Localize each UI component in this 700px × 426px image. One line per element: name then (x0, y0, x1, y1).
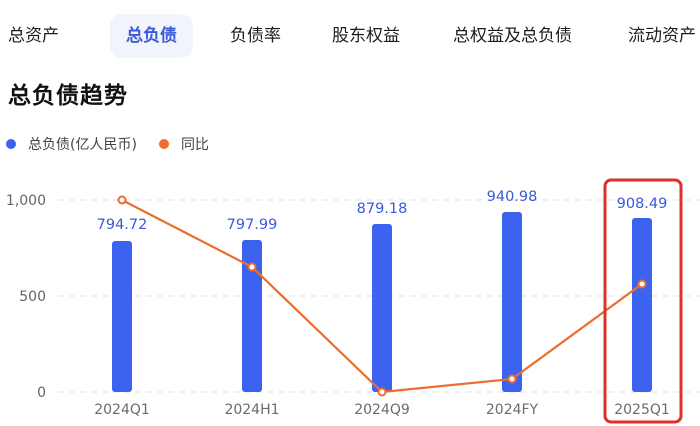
metric-tabs: 总资产 总负债 负债率 股东权益 总权益及总负债 流动资产 (0, 14, 700, 58)
value-label: 797.99 (227, 217, 278, 233)
bar[interactable] (632, 218, 652, 392)
section-title: 总负债趋势 (8, 83, 128, 109)
highlight-box (603, 178, 683, 424)
legend-label: 同比 (180, 137, 209, 153)
bar[interactable] (112, 241, 132, 392)
y-tick: 0 (37, 385, 46, 401)
bar[interactable] (372, 224, 392, 392)
tab-shareholder-equity[interactable]: 股东权益 (332, 26, 400, 46)
tab-equity-and-liabilities[interactable]: 总权益及总负债 (453, 26, 572, 46)
legend-item-yoy[interactable]: 同比 (158, 134, 209, 154)
legend-dot-icon (158, 139, 169, 149)
legend-dot-icon (6, 139, 16, 149)
value-label: 879.18 (357, 201, 408, 217)
y-tick: 1,000 (6, 193, 46, 209)
x-tick: 2024Q9 (354, 402, 410, 418)
line-point[interactable] (637, 279, 647, 289)
value-label: 940.98 (487, 189, 538, 205)
chart-legend: 总负债(亿人民币) 同比 (6, 134, 231, 154)
x-tick: 2024H1 (224, 402, 279, 418)
y-tick: 500 (19, 289, 46, 305)
tab-current-assets[interactable]: 流动资产 (628, 26, 696, 46)
x-tick: 2025Q1 (614, 402, 670, 418)
legend-item-liabilities[interactable]: 总负债(亿人民币) (6, 134, 137, 154)
x-axis-ticks: 2024Q1 2024H1 2024Q9 2024FY 2025Q1 (94, 402, 670, 418)
bar[interactable] (502, 212, 522, 392)
x-tick: 2024Q1 (94, 402, 150, 418)
tab-debt-ratio[interactable]: 负债率 (230, 26, 281, 46)
value-label: 908.49 (617, 196, 668, 212)
bars (112, 212, 652, 392)
value-label: 794.72 (97, 217, 148, 233)
y-axis-ticks: 1,000 500 0 (6, 193, 46, 401)
bar[interactable] (242, 240, 262, 392)
line-point[interactable] (507, 374, 517, 384)
line-point[interactable] (247, 262, 257, 272)
line-point[interactable] (377, 387, 387, 397)
x-tick: 2024FY (486, 402, 539, 418)
legend-label: 总负债(亿人民币) (28, 137, 137, 153)
bar-value-labels: 794.72 797.99 879.18 940.98 908.49 (97, 189, 668, 233)
tab-total-assets[interactable]: 总资产 (8, 26, 59, 46)
tab-total-liabilities[interactable]: 总负债 (110, 14, 193, 58)
yoy-line (117, 195, 647, 397)
line-point[interactable] (117, 195, 127, 205)
